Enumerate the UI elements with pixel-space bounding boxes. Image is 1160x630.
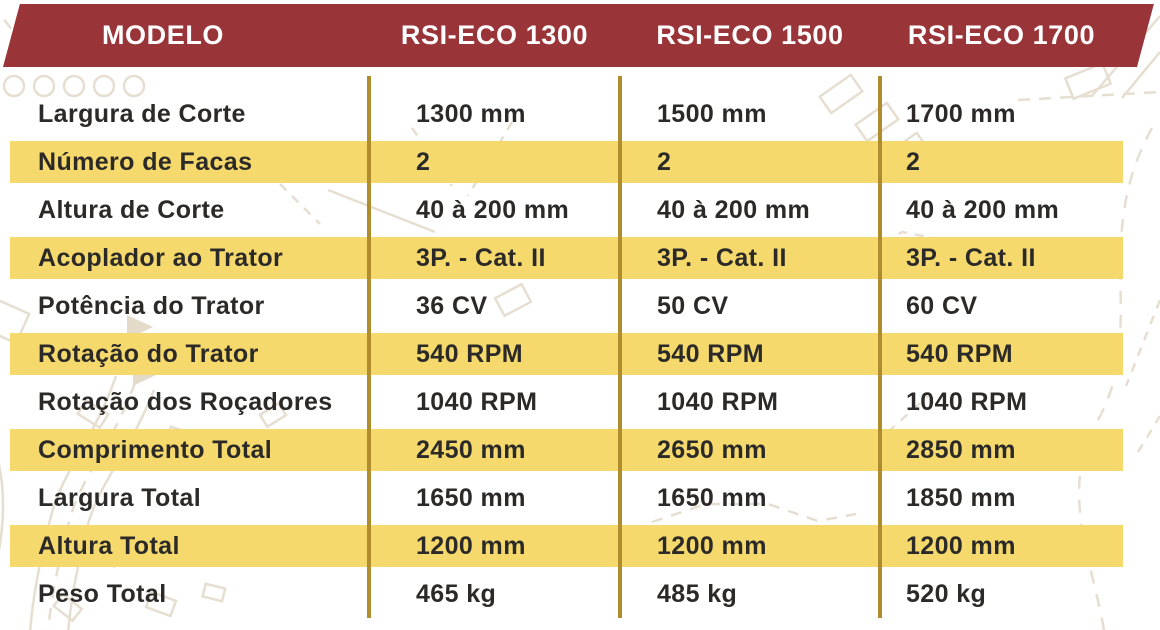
header-cell-model: RSI-ECO 1700 (907, 20, 1096, 50)
header-cell-model: RSI-ECO 1500 (656, 20, 844, 50)
table-row: Largura Total 1650 mm 1650 mm 1850 mm (10, 474, 1123, 522)
spec-value: 1040 RPM (906, 387, 1028, 416)
table-row: Comprimento Total 2450 mm 2650 mm 2850 mm (10, 426, 1123, 474)
spec-label: Altura de Corte (38, 195, 225, 224)
spec-value: 40 à 200 mm (657, 195, 811, 224)
spec-value: 2 (657, 147, 672, 176)
spec-value: 520 kg (906, 579, 987, 608)
column-divider (878, 76, 882, 618)
spec-value: 1650 mm (657, 483, 767, 512)
table-row: Altura Total 1200 mm 1200 mm 1200 mm (10, 522, 1123, 570)
table-row: Número de Facas 2 2 2 (10, 138, 1123, 186)
table-row: Potência do Trator 36 CV 50 CV 60 CV (10, 282, 1123, 330)
spec-value: 2 (906, 147, 921, 176)
spec-value: 3P. - Cat. II (416, 243, 546, 272)
spec-label: Comprimento Total (38, 435, 273, 464)
spec-value: 2 (416, 147, 431, 176)
spec-value: 1300 mm (416, 99, 526, 128)
spec-value: 36 CV (416, 291, 488, 320)
spec-value: 2650 mm (657, 435, 767, 464)
spec-value: 1850 mm (906, 483, 1016, 512)
spec-value: 2450 mm (416, 435, 526, 464)
spec-value: 1040 RPM (416, 387, 538, 416)
spec-value: 1200 mm (906, 531, 1016, 560)
table-row: Peso Total 465 kg 485 kg 520 kg (10, 570, 1123, 618)
spec-value: 540 RPM (906, 339, 1014, 368)
table-row: Largura de Corte 1300 mm 1500 mm 1700 mm (10, 90, 1123, 138)
table-row: Rotação do Trator 540 RPM 540 RPM 540 RPM (10, 330, 1123, 378)
spec-label: Altura Total (38, 531, 180, 560)
table-header: MODELO RSI-ECO 1300 RSI-ECO 1500 RSI-ECO 17… (0, 4, 1160, 67)
table-row: Rotação dos Roçadores 1040 RPM 1040 RPM 104… (10, 378, 1123, 426)
table-row: Altura de Corte 40 à 200 mm 40 à 200 mm 40 … (10, 186, 1123, 234)
spec-value: 485 kg (657, 579, 738, 608)
spec-value: 1500 mm (657, 99, 767, 128)
spec-value: 60 CV (906, 291, 978, 320)
spec-value: 3P. - Cat. II (657, 243, 787, 272)
table-row: Acoplador ao Trator 3P. - Cat. II 3P. - Ca… (10, 234, 1123, 282)
spec-value: 1040 RPM (657, 387, 779, 416)
header-cell-modelo: MODELO (101, 20, 225, 50)
header-cell-model: RSI-ECO 1300 (400, 20, 589, 50)
spec-value: 2850 mm (906, 435, 1016, 464)
spec-value: 3P. - Cat. II (906, 243, 1036, 272)
spec-label: Potência do Trator (38, 291, 265, 320)
spec-value: 40 à 200 mm (906, 195, 1060, 224)
spec-label: Peso Total (38, 579, 167, 608)
spec-value: 540 RPM (657, 339, 765, 368)
spec-value: 540 RPM (416, 339, 524, 368)
column-divider (618, 76, 622, 618)
table-rows: Largura de Corte 1300 mm 1500 mm 1700 mm Núm… (10, 90, 1123, 618)
column-divider (367, 76, 371, 618)
spec-value: 1700 mm (906, 99, 1016, 128)
spec-value: 465 kg (416, 579, 497, 608)
spec-label: Largura Total (38, 483, 202, 512)
spec-label: Largura de Corte (38, 99, 246, 128)
spec-value: 1200 mm (657, 531, 767, 560)
spec-value: 40 à 200 mm (416, 195, 570, 224)
spec-label: Número de Facas (38, 147, 253, 176)
spec-label: Rotação dos Roçadores (38, 387, 333, 416)
spec-value: 50 CV (657, 291, 729, 320)
spec-value: 1650 mm (416, 483, 526, 512)
spec-label: Rotação do Trator (38, 339, 259, 368)
spec-value: 1200 mm (416, 531, 526, 560)
spec-label: Acoplador ao Trator (38, 243, 284, 272)
